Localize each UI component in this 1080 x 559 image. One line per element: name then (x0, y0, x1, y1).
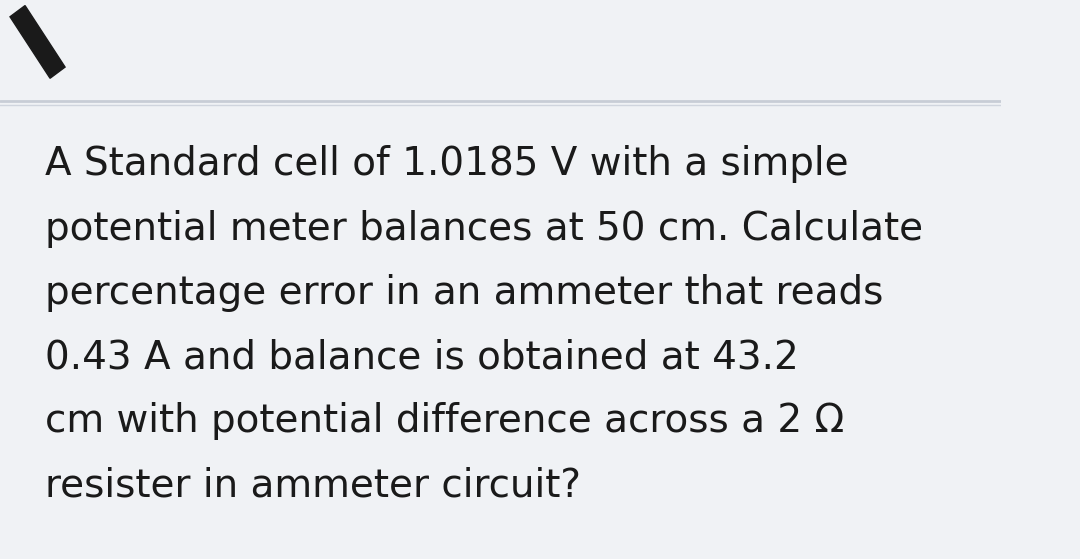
Text: 0.43 A and balance is obtained at 43.2: 0.43 A and balance is obtained at 43.2 (45, 338, 799, 376)
Text: potential meter balances at 50 cm. Calculate: potential meter balances at 50 cm. Calcu… (45, 210, 923, 248)
Text: resister in ammeter circuit?: resister in ammeter circuit? (45, 467, 581, 505)
Text: A Standard cell of 1.0185 V with a simple: A Standard cell of 1.0185 V with a simpl… (45, 145, 849, 183)
Polygon shape (10, 6, 65, 78)
Text: cm with potential difference across a 2 Ω: cm with potential difference across a 2 … (45, 402, 845, 440)
Text: percentage error in an ammeter that reads: percentage error in an ammeter that read… (45, 274, 883, 312)
